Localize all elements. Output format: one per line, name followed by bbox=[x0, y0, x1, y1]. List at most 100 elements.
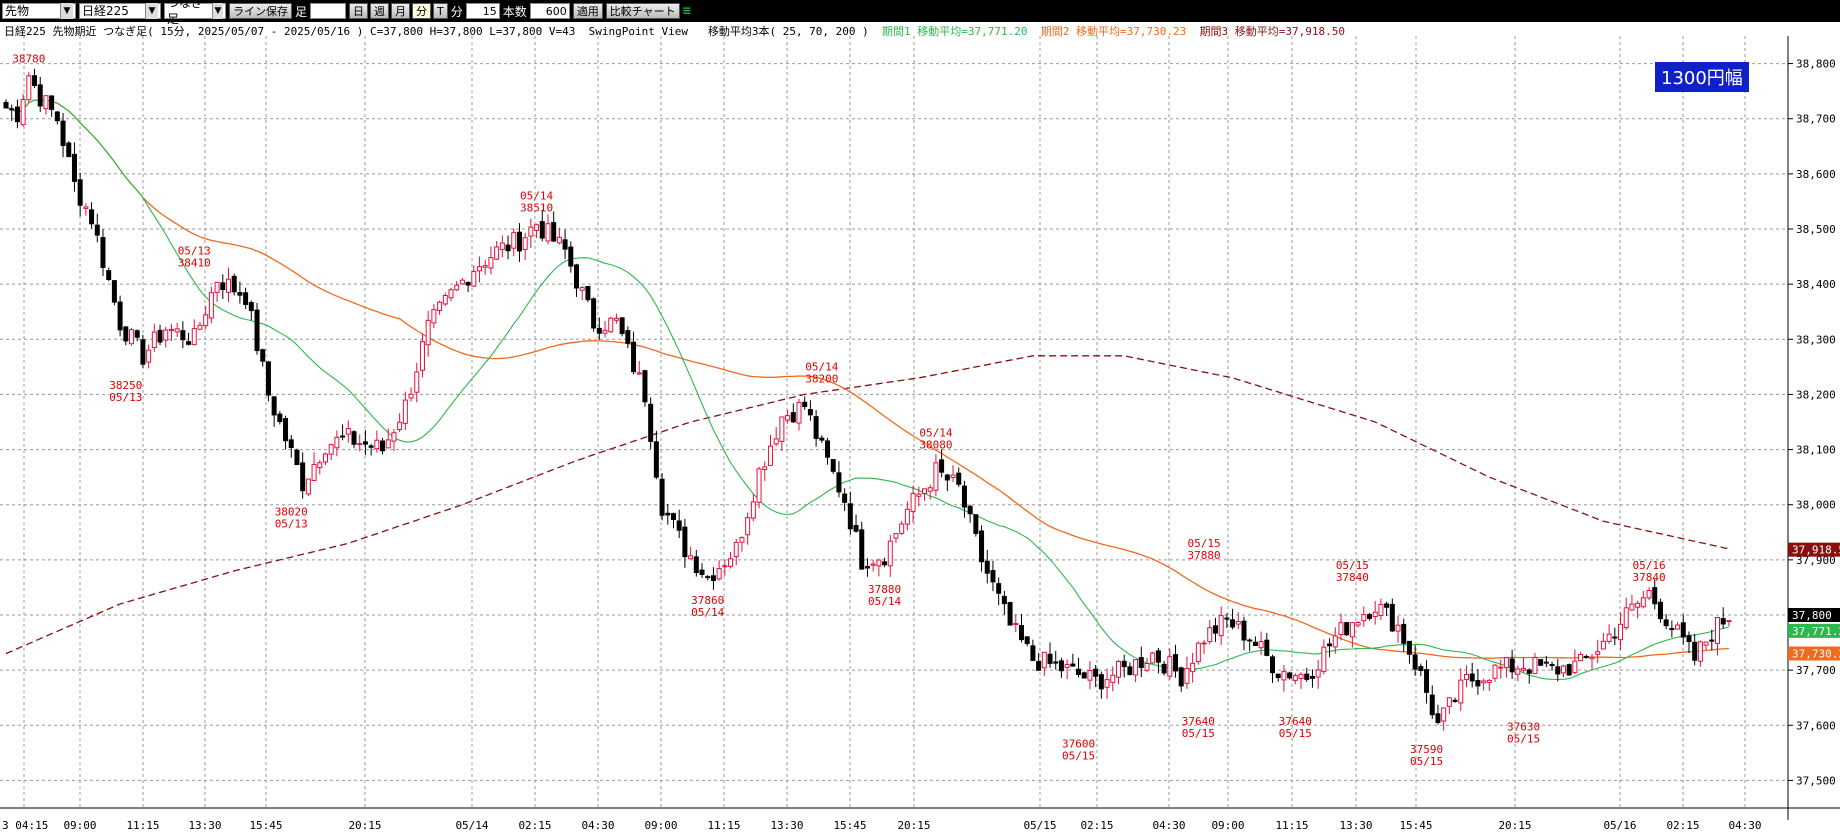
candle-body bbox=[1138, 657, 1144, 669]
candle bbox=[1435, 704, 1441, 725]
candle-body bbox=[1481, 680, 1487, 684]
swing-point-text: 05/14 bbox=[919, 427, 952, 440]
candle bbox=[220, 274, 226, 299]
candle-body bbox=[1509, 658, 1515, 673]
candle bbox=[1441, 707, 1447, 731]
candle-body bbox=[516, 231, 522, 252]
bar-input[interactable] bbox=[310, 3, 347, 19]
candle bbox=[340, 424, 346, 441]
candle-body bbox=[1167, 656, 1173, 677]
candle bbox=[83, 203, 89, 216]
chart-menu-icon[interactable]: ≡ bbox=[682, 3, 692, 19]
candle bbox=[956, 467, 962, 488]
y-tick-label: 37,500 bbox=[1796, 774, 1836, 787]
candle-body bbox=[203, 314, 209, 327]
candle-body bbox=[477, 266, 483, 272]
candle-body bbox=[1680, 622, 1686, 638]
candle-body bbox=[950, 474, 956, 478]
candle bbox=[682, 518, 688, 568]
candle bbox=[146, 344, 152, 369]
candle bbox=[556, 227, 562, 245]
candle bbox=[1606, 624, 1612, 644]
y-tick-label: 37,600 bbox=[1796, 719, 1836, 732]
candle-body bbox=[1589, 656, 1595, 660]
x-tick-label: 09:00 bbox=[1211, 819, 1244, 832]
candle bbox=[1013, 614, 1019, 633]
candle-body bbox=[636, 372, 642, 375]
candle bbox=[539, 209, 545, 242]
candle-body bbox=[785, 415, 791, 421]
candle bbox=[836, 461, 842, 498]
symbol-select[interactable]: 日経225 ▼ bbox=[79, 3, 161, 19]
period-button-0[interactable]: 日 bbox=[349, 3, 369, 19]
candle bbox=[1190, 652, 1196, 683]
candle-body bbox=[699, 569, 705, 575]
candle bbox=[1458, 668, 1464, 711]
candle-body bbox=[151, 331, 157, 349]
candle bbox=[1726, 620, 1732, 627]
candle bbox=[693, 549, 699, 577]
candle-body bbox=[922, 488, 928, 495]
candle-body bbox=[3, 101, 9, 109]
chart-type-select[interactable]: つなぎ足 ▼ bbox=[164, 0, 226, 26]
candle-body bbox=[1618, 623, 1624, 641]
candle-body bbox=[882, 561, 888, 566]
candle-body bbox=[300, 462, 306, 492]
candle bbox=[1355, 621, 1361, 628]
y-tick-label: 37,700 bbox=[1796, 664, 1836, 677]
swing-point-text: 37840 bbox=[1336, 571, 1369, 584]
candle-body bbox=[32, 75, 38, 86]
candle-body bbox=[1555, 666, 1561, 675]
market-select[interactable]: 先物 ▼ bbox=[2, 3, 76, 19]
candle-body bbox=[168, 328, 174, 331]
apply-button[interactable]: 適用 bbox=[572, 3, 603, 19]
candle bbox=[528, 218, 534, 248]
save-line-button[interactable]: ライン保存 bbox=[229, 3, 292, 19]
candle bbox=[1309, 669, 1315, 688]
x-tick-label: 13:30 bbox=[770, 819, 803, 832]
candle-body bbox=[990, 570, 996, 583]
candle-body bbox=[1275, 673, 1281, 679]
candle-body bbox=[1715, 616, 1720, 644]
candle-body bbox=[830, 459, 836, 472]
candle bbox=[1686, 631, 1692, 654]
candle-body bbox=[933, 462, 939, 491]
candle bbox=[1469, 662, 1475, 688]
candle-body bbox=[1309, 676, 1315, 679]
candle bbox=[973, 514, 979, 537]
candle-body bbox=[1498, 666, 1504, 669]
minute-input[interactable]: 15 bbox=[465, 3, 500, 19]
period-button-4[interactable]: T bbox=[433, 3, 448, 19]
candle bbox=[1349, 621, 1355, 648]
count-input[interactable]: 600 bbox=[529, 3, 570, 19]
candle bbox=[1555, 659, 1561, 682]
candle bbox=[710, 567, 716, 590]
candle bbox=[499, 235, 505, 258]
candle bbox=[1498, 659, 1504, 679]
period-button-1[interactable]: 週 bbox=[370, 3, 390, 19]
candle-body bbox=[163, 329, 169, 341]
ma3-value-tag: 37,918.5 bbox=[1792, 544, 1840, 557]
x-tick-label: 09:00 bbox=[63, 819, 96, 832]
candle-body bbox=[1195, 642, 1201, 663]
period-button-3[interactable]: 分 bbox=[412, 3, 432, 19]
candle bbox=[1492, 663, 1498, 682]
compare-chart-button[interactable]: 比較チャート bbox=[605, 3, 680, 19]
candle bbox=[431, 303, 437, 329]
candle-body bbox=[1663, 619, 1669, 627]
candle bbox=[203, 306, 209, 330]
candle bbox=[151, 323, 157, 352]
swingpoint-label: SwingPoint View bbox=[588, 25, 688, 38]
candle-body bbox=[705, 576, 711, 579]
y-tick-label: 37,900 bbox=[1796, 554, 1836, 567]
candle-body bbox=[1566, 664, 1572, 676]
period-button-2[interactable]: 月 bbox=[391, 3, 411, 19]
candle-body bbox=[1252, 641, 1258, 647]
